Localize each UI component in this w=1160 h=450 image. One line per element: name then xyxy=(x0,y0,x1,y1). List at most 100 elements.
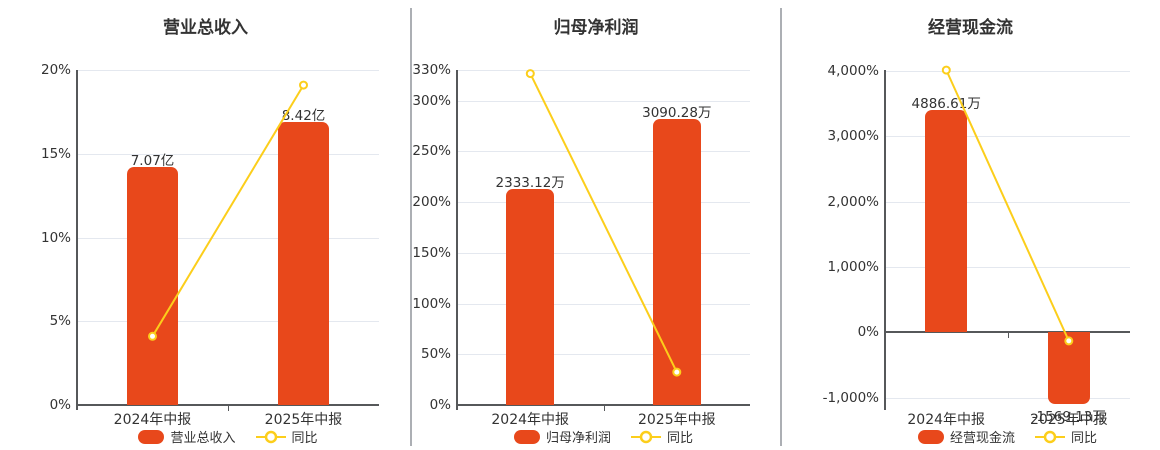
legend-item-bar[interactable]: 归母净利润 xyxy=(513,427,611,446)
y-axis-label: 150% xyxy=(412,244,451,261)
yoy-marker-2024[interactable] xyxy=(525,69,535,79)
legend: 营业总收入 同比 xyxy=(77,427,379,446)
yoy-marker-2025[interactable] xyxy=(672,367,682,377)
bar-value-label: 7.07亿 xyxy=(130,153,175,169)
yoy-line[interactable] xyxy=(885,65,1130,405)
chart-panel-1: 营业总收入 0% 5% 10% 15% 20% 7.07亿 2024年中报 8.42亿 2025… xyxy=(0,0,411,450)
y-axis-label: 10% xyxy=(40,229,71,246)
yoy-marker-2024[interactable] xyxy=(148,331,157,341)
panel-divider xyxy=(780,8,782,446)
bar-value-label: 3090.28万 xyxy=(642,105,712,121)
y-axis-label: 0% xyxy=(429,397,451,413)
yoy-line[interactable] xyxy=(457,69,750,405)
y-axis-label: 0% xyxy=(857,324,879,341)
legend-line-label: 同比 xyxy=(291,431,318,446)
y-axis-label: 200% xyxy=(412,194,451,210)
gridline xyxy=(457,202,750,203)
yoy-line[interactable] xyxy=(77,70,379,405)
bar-value-label: 8.42亿 xyxy=(281,107,326,124)
bar-2024[interactable] xyxy=(127,167,178,405)
panel-divider xyxy=(410,8,412,446)
gridline xyxy=(885,136,1130,138)
gridline xyxy=(457,70,750,71)
legend-item-bar[interactable]: 营业总收入 xyxy=(138,427,236,446)
yoy-marker-2024[interactable] xyxy=(941,65,951,75)
y-axis-label: 5% xyxy=(49,313,71,330)
chart-title: 归母净利润 xyxy=(553,18,639,38)
bar-2024[interactable] xyxy=(925,110,968,333)
y-axis-label: 330% xyxy=(412,62,451,78)
legend-bar-label: 营业总收入 xyxy=(170,431,236,446)
line-swatch-icon xyxy=(1035,430,1065,443)
legend-bar-label: 归母净利润 xyxy=(545,431,611,446)
legend-item-bar[interactable]: 经营现金流 xyxy=(917,427,1015,446)
gridline xyxy=(457,303,750,305)
gridline xyxy=(885,71,1130,73)
legend-line-label: 同比 xyxy=(667,431,694,446)
y-axis-label: 2,000% xyxy=(827,193,879,210)
x-axis-label: 2025年中报 xyxy=(264,412,343,428)
legend: 归母净利润 同比 xyxy=(457,427,750,446)
chart-title: 经营现金流 xyxy=(928,18,1013,38)
x-axis-line xyxy=(457,404,750,406)
bar-swatch-icon xyxy=(917,429,944,444)
y-axis-label: 250% xyxy=(412,143,451,160)
y-axis-line xyxy=(456,70,458,410)
gridline xyxy=(457,151,750,153)
bar-2025[interactable] xyxy=(652,119,701,405)
bar-swatch-icon xyxy=(513,429,540,444)
y-axis-label: 50% xyxy=(420,346,451,363)
gridline xyxy=(77,70,379,71)
y-axis-label: 0% xyxy=(49,397,71,413)
y-axis-line xyxy=(884,70,886,410)
x-axis-tick xyxy=(603,406,605,411)
gridline xyxy=(457,354,750,356)
gridline xyxy=(885,201,1130,203)
legend-item-line[interactable]: 同比 xyxy=(255,427,318,446)
x-axis-tick xyxy=(1007,333,1009,339)
y-axis-label: 3,000% xyxy=(827,128,879,145)
legend-item-line[interactable]: 同比 xyxy=(631,427,693,446)
bar-2025[interactable] xyxy=(278,121,329,405)
bar-swatch-icon xyxy=(138,429,165,444)
y-axis-label: 15% xyxy=(40,145,71,162)
x-axis-label: 2024年中报 xyxy=(113,412,192,428)
legend-bar-label: 经营现金流 xyxy=(949,431,1015,446)
plot-area: -1,000% 0% 1,000% 2,000% 3,000% 4,000% 4886.61… xyxy=(823,63,1130,428)
chart-panel-3: 经营现金流 -1,000% 0% 1,000% 2,000% 3,000% 4,000% 4… xyxy=(781,0,1160,450)
yoy-marker-2025[interactable] xyxy=(299,80,308,90)
legend: 经营现金流 同比 xyxy=(885,427,1130,446)
line-swatch-icon xyxy=(631,430,661,443)
yoy-marker-2025[interactable] xyxy=(1064,336,1074,346)
x-axis-label: 2025年中报 xyxy=(637,412,716,428)
x-axis-line xyxy=(77,404,379,406)
chart-panel-2: 归母净利润 0% 50% 100% 150% 200% 250% 300% 330% 2333.… xyxy=(411,0,781,450)
plot-area: 0% 5% 10% 15% 20% 7.07亿 2024年中报 8.42亿 2025年中报 xyxy=(41,62,379,428)
y-axis-line xyxy=(76,70,78,410)
bar-value-label: 2333.12万 xyxy=(495,175,565,192)
gridline xyxy=(457,252,750,254)
x-axis-label: 2025年中报 xyxy=(1029,412,1108,428)
gridline xyxy=(77,237,379,239)
gridline xyxy=(885,397,1130,399)
x-axis-tick xyxy=(228,406,229,411)
y-axis-label: 1,000% xyxy=(827,259,879,275)
gridline xyxy=(77,321,379,323)
legend-item-line[interactable]: 同比 xyxy=(1035,427,1097,446)
line-swatch-icon xyxy=(255,430,286,443)
x-axis-label: 2024年中报 xyxy=(907,412,986,428)
x-axis-line xyxy=(885,331,1130,334)
y-axis-label: 20% xyxy=(40,62,71,78)
gridline xyxy=(457,100,750,102)
x-axis-label: 2024年中报 xyxy=(491,412,570,428)
chart-title: 营业总收入 xyxy=(163,18,248,38)
bar-2024[interactable] xyxy=(506,189,555,405)
y-axis-label: 300% xyxy=(412,92,451,109)
gridline xyxy=(77,153,379,155)
y-axis-label: -1,000% xyxy=(822,389,879,406)
bar-value-label: -1569.13万 xyxy=(1031,408,1106,425)
y-axis-label: 100% xyxy=(412,295,451,312)
legend-line-label: 同比 xyxy=(1071,431,1098,446)
gridline xyxy=(885,267,1130,268)
